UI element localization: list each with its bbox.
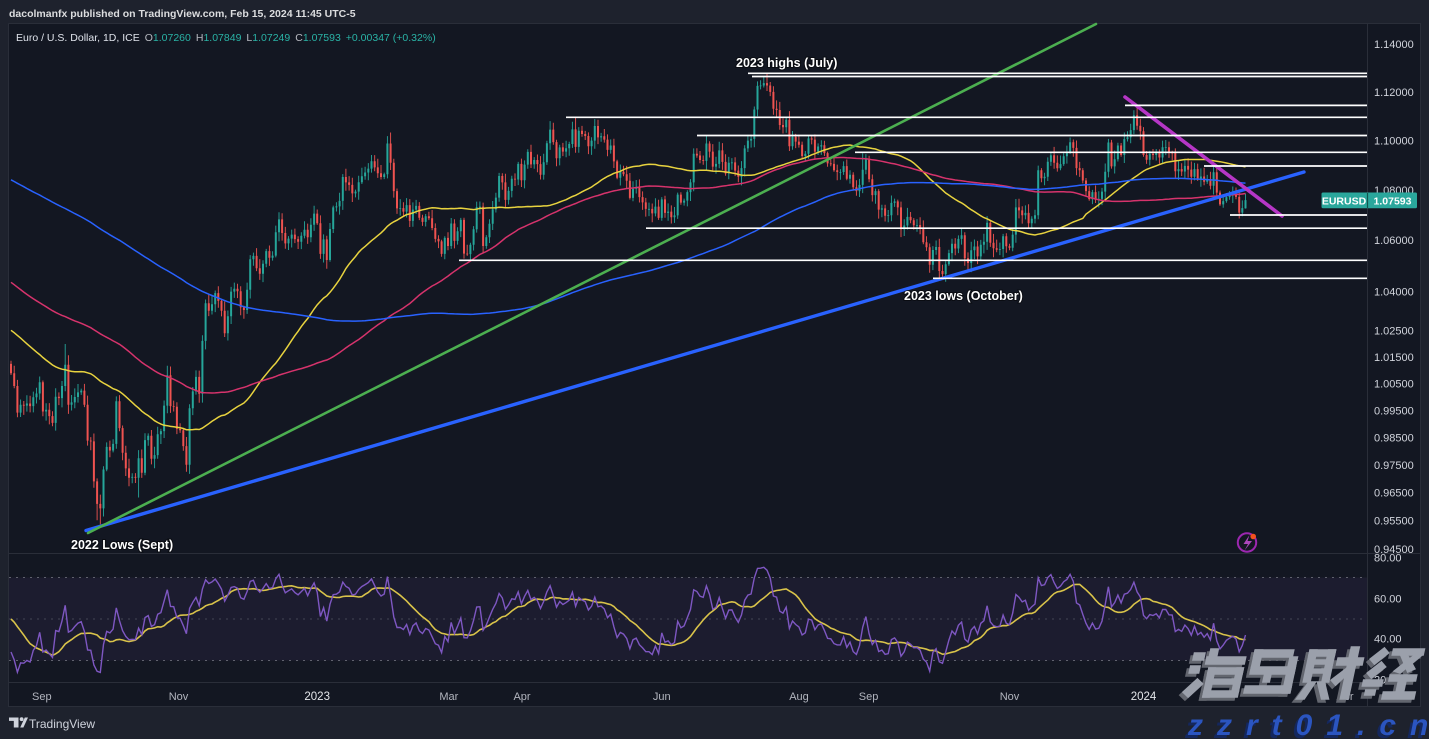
svg-text:0.99500: 0.99500	[1374, 406, 1414, 418]
svg-text:1.01500: 1.01500	[1374, 352, 1414, 364]
svg-text:60.00: 60.00	[1374, 594, 1402, 606]
svg-text:Nov: Nov	[169, 691, 189, 703]
svg-text:Sep: Sep	[32, 691, 52, 703]
svg-text:TradingView: TradingView	[29, 717, 95, 731]
svg-text:1.00500: 1.00500	[1374, 379, 1414, 391]
svg-text:EURUSD: EURUSD	[1322, 196, 1367, 208]
svg-text:2023 highs (July): 2023 highs (July)	[736, 56, 837, 70]
svg-text:1.06000: 1.06000	[1374, 235, 1414, 247]
svg-text:Sep: Sep	[859, 691, 879, 703]
svg-text:1.12000: 1.12000	[1374, 87, 1414, 99]
svg-text:1.04000: 1.04000	[1374, 287, 1414, 299]
svg-text:Mar: Mar	[439, 691, 458, 703]
svg-text:1.02500: 1.02500	[1374, 326, 1414, 338]
svg-text:0.95500: 0.95500	[1374, 516, 1414, 528]
svg-text:2024: 2024	[1131, 691, 1157, 703]
svg-text:Aug: Aug	[789, 691, 809, 703]
svg-text:zzrt01.cn: zzrt01.cn	[1184, 712, 1429, 739]
svg-text:2022 Lows (Sept): 2022 Lows (Sept)	[71, 538, 173, 552]
svg-text:1.14000: 1.14000	[1374, 39, 1414, 51]
svg-text:zzrt01.cn: zzrt01.cn	[1187, 709, 1429, 739]
svg-text:0.97500: 0.97500	[1374, 460, 1414, 472]
svg-text:dacolmanfx published on Tradin: dacolmanfx published on TradingView.com,…	[9, 8, 356, 20]
svg-text:2023 lows (October): 2023 lows (October)	[904, 289, 1023, 303]
svg-text:1.10000: 1.10000	[1374, 136, 1414, 148]
svg-text:Jun: Jun	[653, 691, 671, 703]
svg-text:40.00: 40.00	[1374, 634, 1402, 646]
svg-text:2023: 2023	[304, 691, 330, 703]
svg-text:1.07593: 1.07593	[1374, 196, 1412, 208]
svg-text:80.00: 80.00	[1374, 553, 1402, 565]
svg-text:Nov: Nov	[1000, 691, 1020, 703]
svg-text:0.98500: 0.98500	[1374, 433, 1414, 445]
svg-text:0.94500: 0.94500	[1374, 544, 1414, 556]
svg-text:Apr: Apr	[513, 691, 530, 703]
svg-text:0.96500: 0.96500	[1374, 488, 1414, 500]
